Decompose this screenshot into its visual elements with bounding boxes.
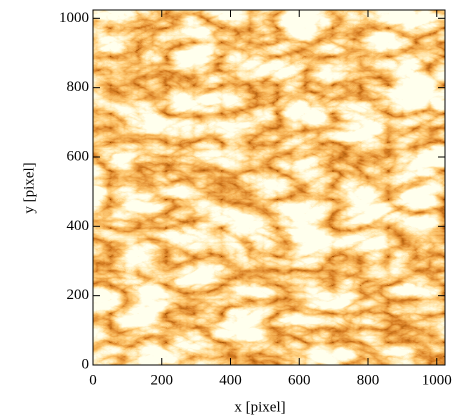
x-tick-label: 200 [151,372,174,388]
x-tick-label: 0 [89,372,97,388]
y-tick-label: 800 [67,79,90,95]
y-tick-label: 600 [67,148,90,164]
x-tick-label: 400 [219,372,242,388]
x-tick-label: 800 [357,372,380,388]
y-axis-label: y [pixel] [21,162,37,213]
image [93,10,445,365]
x-tick-label: 600 [288,372,311,388]
y-tick-label: 400 [67,218,90,234]
y-tick-label: 0 [82,356,90,372]
x-axis-label: x [pixel] [234,399,285,415]
y-tick-label: 200 [67,287,90,303]
x-tick-label: 1000 [422,372,452,388]
y-tick-label: 1000 [59,10,89,26]
plot-frame [92,9,446,366]
